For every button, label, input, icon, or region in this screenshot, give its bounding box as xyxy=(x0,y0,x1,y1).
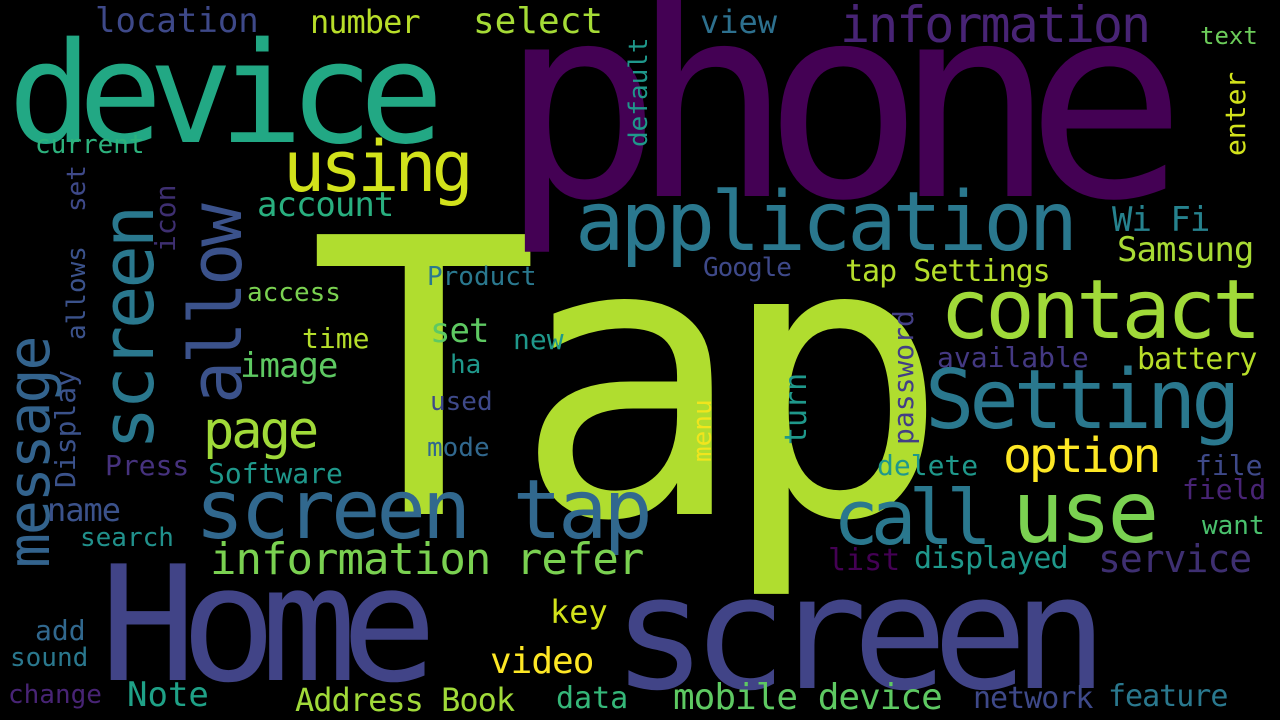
word-wifi: Wi Fi xyxy=(1112,200,1210,240)
word-video: video xyxy=(490,641,594,682)
word-number: number xyxy=(310,3,421,41)
word-access: access xyxy=(247,278,341,308)
word-contact: contact xyxy=(940,263,1262,358)
word-mode: mode xyxy=(427,433,490,463)
word-option: option xyxy=(1003,428,1161,484)
word-information: information xyxy=(840,0,1151,54)
word-list: list xyxy=(828,543,901,578)
word-software: Software xyxy=(208,457,343,490)
word-menu: menu xyxy=(688,399,718,462)
word-account: account xyxy=(257,185,394,225)
word-using: using xyxy=(283,126,474,208)
word-turn: turn xyxy=(779,372,814,445)
word-service: service xyxy=(1098,537,1252,581)
word-mobile-device: mobile device xyxy=(673,677,943,718)
word-google: Google xyxy=(703,253,792,283)
word-file: file xyxy=(1195,449,1263,482)
word-field: field xyxy=(1182,473,1267,506)
word-view: view xyxy=(700,3,778,41)
word-image: image xyxy=(240,346,338,386)
word-address-book: Address Book xyxy=(295,681,515,719)
word-set-vertical: set xyxy=(62,165,92,212)
word-new: new xyxy=(513,323,564,356)
word-location: location xyxy=(95,1,259,41)
word-sound: sound xyxy=(10,643,89,673)
word-use: use xyxy=(1012,463,1159,563)
word-icon: icon xyxy=(149,184,182,252)
word-allows: allows xyxy=(62,246,92,340)
word-product: Product xyxy=(427,262,537,292)
word-enter: enter xyxy=(1219,71,1252,156)
word-application: application xyxy=(575,175,1078,270)
word-ha: ha xyxy=(450,350,482,380)
word-samsung: Samsung xyxy=(1117,230,1254,270)
word-want: want xyxy=(1202,511,1265,541)
word-battery: battery xyxy=(1137,342,1257,377)
word-key: key xyxy=(550,593,608,631)
word-default: default xyxy=(624,37,654,147)
word-feature: feature xyxy=(1108,679,1228,714)
word-tap-settings: tap Settings xyxy=(845,254,1051,289)
word-screen-tap: screen tap xyxy=(195,463,653,558)
word-used: used xyxy=(430,387,493,417)
word-name: name xyxy=(47,491,121,529)
word-change: change xyxy=(8,680,102,710)
word-network: network xyxy=(973,681,1093,716)
word-password: password xyxy=(887,310,920,445)
word-set-middle: set xyxy=(430,311,489,351)
word-page: page xyxy=(203,401,319,461)
word-tap: Tap xyxy=(308,158,950,605)
word-phone: phone xyxy=(500,0,1187,260)
word-available: available xyxy=(937,341,1089,374)
word-home: Home xyxy=(100,531,437,718)
word-information-refer: information refer xyxy=(210,534,644,585)
word-time: time xyxy=(302,322,370,355)
word-call: call xyxy=(833,473,992,562)
word-note: Note xyxy=(127,675,209,715)
word-select: select xyxy=(473,1,604,42)
word-setting: Setting xyxy=(925,353,1241,448)
word-screen-big: screen xyxy=(612,542,1108,720)
word-press: Press xyxy=(105,449,190,482)
word-device: device xyxy=(8,13,444,176)
word-display: Display xyxy=(49,369,82,488)
word-data: data xyxy=(556,681,629,716)
word-displayed: displayed xyxy=(914,541,1069,576)
word-current: current xyxy=(35,130,145,160)
word-add: add xyxy=(35,614,86,647)
word-text: text xyxy=(1200,22,1258,50)
word-delete: delete xyxy=(877,449,979,482)
word-search: search xyxy=(80,523,174,553)
